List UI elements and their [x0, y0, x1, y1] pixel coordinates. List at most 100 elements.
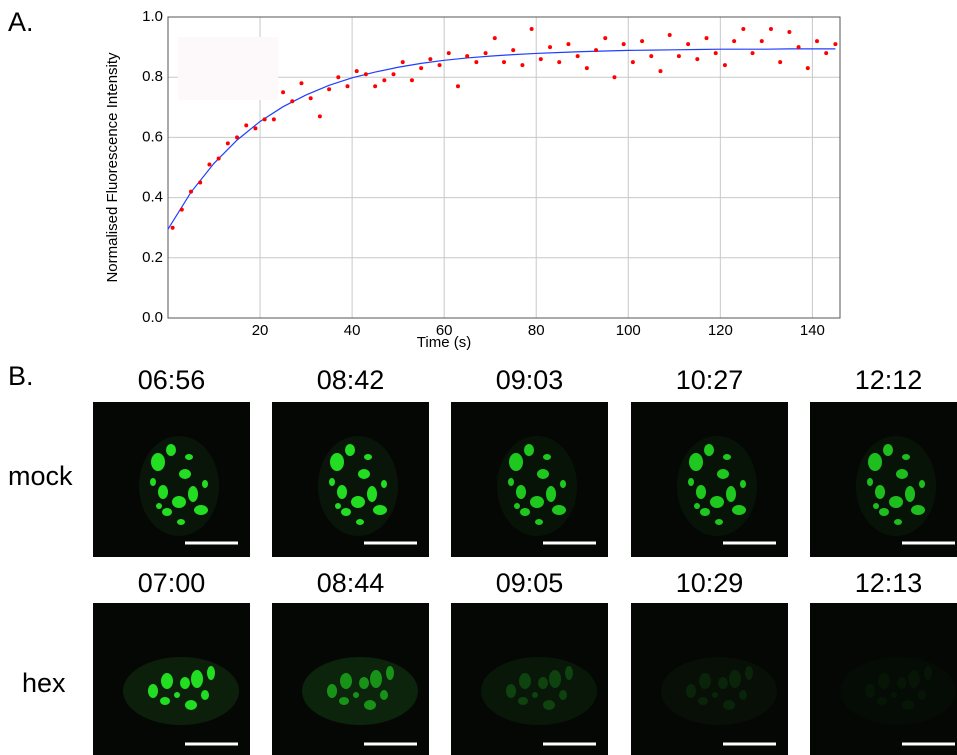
data-point: [732, 39, 737, 44]
fluorescent-spot: [370, 670, 382, 688]
data-point: [759, 39, 764, 44]
fluorescent-spot: [867, 478, 873, 486]
fluorescent-spot: [337, 485, 347, 499]
fluorescent-spot: [688, 478, 694, 486]
fluorescent-spot: [202, 480, 208, 488]
x-tick-label: 40: [344, 322, 361, 339]
fluorescent-spot: [188, 486, 198, 502]
fluorescent-spot: [865, 684, 875, 698]
fluorescent-spot: [717, 469, 729, 479]
fluorescent-spot: [718, 677, 728, 689]
fluorescent-spot: [538, 677, 548, 689]
data-point: [502, 60, 506, 65]
data-point: [686, 42, 691, 47]
data-point: [658, 69, 663, 74]
fluorescent-spot: [353, 692, 359, 698]
fluorescent-spot: [345, 444, 355, 456]
data-point: [778, 60, 783, 65]
data-point: [198, 180, 203, 185]
fluorescent-spot: [686, 684, 696, 698]
y-tick-label: 0.6: [142, 128, 163, 145]
data-point: [474, 60, 479, 65]
data-point: [750, 51, 755, 56]
fluorescent-spot: [373, 505, 387, 515]
fluorescent-spot: [201, 690, 209, 700]
fluorescent-spot: [546, 486, 556, 502]
x-tick-label: 60: [436, 322, 453, 339]
row-label: hex: [22, 668, 66, 698]
fluorescent-spot: [894, 519, 902, 525]
data-point: [327, 87, 332, 92]
fluorescent-spot: [329, 478, 335, 486]
fluorescent-spot: [364, 700, 376, 710]
fluorescent-spot: [537, 469, 549, 479]
data-point: [382, 78, 387, 83]
fluorescent-spot: [508, 478, 514, 486]
data-point: [465, 54, 470, 59]
data-point: [768, 27, 773, 32]
fluorescent-spot: [530, 496, 544, 508]
fluorescent-spot: [699, 673, 711, 689]
data-point: [492, 36, 497, 41]
data-point: [511, 48, 516, 53]
fluorescent-spot: [381, 480, 387, 488]
y-axis-label: Normalised Fluorescence Intensity: [104, 52, 121, 283]
fluorescent-spot: [156, 503, 162, 509]
data-point: [317, 114, 322, 119]
fluorescent-spot: [712, 692, 718, 698]
plot-area: [168, 17, 840, 318]
micrograph: [810, 603, 957, 755]
data-point: [262, 117, 267, 122]
plot-frame: [167, 16, 841, 319]
fluorescent-spot: [506, 684, 516, 698]
plot: 0.0 0.2 0.4 0.6 0.8 1.0 20 40 60 80 100 120 140 Time …: [104, 8, 841, 351]
data-point: [548, 45, 553, 50]
x-tick-label: 140: [800, 322, 825, 339]
y-tick-label: 0.8: [142, 68, 163, 85]
micrograph: [810, 402, 957, 557]
timestamp: 08:42: [317, 365, 385, 395]
fluorescent-spot: [520, 508, 530, 516]
fluorescent-spot: [919, 480, 925, 488]
data-point: [299, 81, 304, 86]
data-point: [483, 51, 488, 56]
fluorescent-spot: [918, 690, 926, 700]
fluorescent-spot: [166, 444, 176, 456]
fluorescent-spot: [327, 684, 337, 698]
data-point: [271, 117, 276, 122]
cell-outline: [661, 657, 777, 725]
data-point: [520, 63, 525, 68]
fluorescent-spot: [889, 496, 903, 508]
fluorescent-spot: [908, 670, 920, 688]
panel-label: A.: [8, 7, 34, 37]
fluorescent-spot: [151, 453, 165, 471]
x-tick-label: 100: [616, 322, 641, 339]
data-point: [833, 42, 838, 47]
x-tick-label: 20: [252, 322, 269, 339]
fluorescent-spot: [726, 486, 736, 502]
timestamp: 10:27: [676, 365, 744, 395]
fluorescent-spot: [694, 503, 700, 509]
data-point: [290, 99, 295, 104]
timestamp: 12:13: [855, 568, 923, 598]
fluorescent-spot: [740, 480, 746, 488]
fluorescent-spot: [330, 453, 344, 471]
fluorescent-spot: [723, 700, 735, 710]
data-point: [649, 54, 654, 59]
data-point: [713, 51, 718, 56]
data-point: [428, 57, 433, 62]
panel-label: B.: [8, 361, 34, 391]
fluorescent-spot: [732, 505, 746, 515]
fluorescent-spot: [351, 496, 365, 508]
fluorescent-spot: [172, 496, 186, 508]
fluorescent-spot: [524, 444, 534, 456]
fluorescent-spot: [185, 454, 193, 460]
data-point: [446, 51, 451, 56]
data-point: [216, 156, 221, 161]
data-point: [612, 75, 617, 80]
fluorescent-spot: [891, 692, 897, 698]
data-point: [363, 72, 368, 77]
fluorescent-spot: [723, 454, 731, 460]
fluorescent-spot: [514, 503, 520, 509]
